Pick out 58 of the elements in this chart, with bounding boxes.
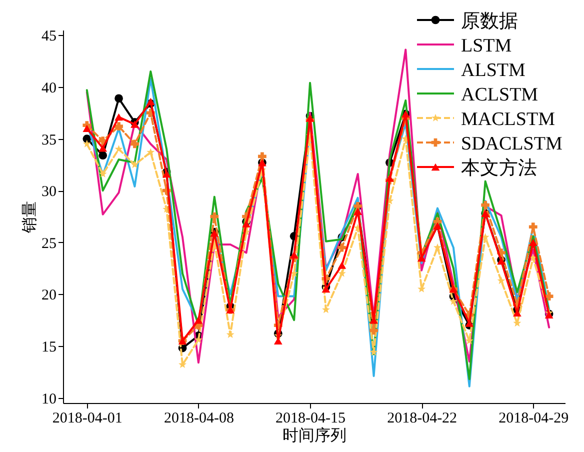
x-tick-label: 2018-04-29	[498, 410, 569, 426]
point	[162, 170, 171, 178]
point	[528, 222, 538, 232]
x-axis-title: 时间序列	[282, 426, 346, 444]
legend-label: 原数据	[461, 11, 518, 32]
point	[130, 120, 139, 128]
point	[98, 151, 108, 160]
y-tick-label: 35	[42, 132, 56, 148]
y-axis-title: 销量	[22, 201, 38, 234]
legend-label: SDACLSTM	[461, 134, 562, 154]
point	[258, 152, 266, 161]
legend-label: ACLSTM	[461, 84, 538, 106]
point	[194, 336, 202, 344]
point	[130, 160, 139, 168]
legend-label: MACLSTM	[461, 109, 556, 130]
y-tick-label: 20	[42, 288, 56, 304]
point	[98, 170, 107, 178]
y-tick-label: 40	[42, 80, 56, 96]
legend-label: LSTM	[461, 36, 512, 56]
point	[449, 297, 458, 305]
point	[290, 251, 298, 258]
point	[370, 348, 378, 356]
point	[370, 326, 378, 335]
point	[226, 330, 234, 338]
point	[146, 148, 155, 156]
point	[82, 140, 91, 148]
x-tick-label: 2018-04-15	[276, 410, 346, 426]
point	[210, 212, 219, 221]
y-tick-label: 25	[42, 236, 56, 252]
point	[434, 243, 442, 251]
point	[338, 243, 346, 252]
point	[194, 316, 203, 324]
point	[386, 174, 394, 182]
point	[513, 319, 522, 327]
point	[82, 124, 92, 132]
y-tick-label: 45	[42, 28, 56, 45]
point	[114, 94, 123, 103]
point	[114, 122, 123, 131]
point	[114, 113, 123, 121]
point	[130, 140, 139, 148]
point	[242, 220, 250, 228]
point	[146, 98, 155, 106]
point	[497, 276, 506, 284]
point	[306, 114, 314, 122]
point	[338, 269, 346, 277]
x-tick-label: 2018-04-22	[387, 410, 458, 426]
legend-label: ALSTM	[461, 60, 526, 81]
y-tick-label: 10	[42, 391, 56, 408]
y-tick-label: 15	[42, 340, 56, 356]
point	[114, 144, 123, 153]
point	[98, 144, 108, 152]
x-tick-label: 2018-04-08	[164, 410, 234, 426]
point	[338, 262, 346, 269]
legend-label: 本文方法	[461, 157, 537, 179]
x-tick-label: 2018-04-01	[52, 410, 122, 426]
point	[354, 208, 362, 215]
y-tick-label: 30	[42, 184, 56, 200]
point	[481, 200, 490, 210]
